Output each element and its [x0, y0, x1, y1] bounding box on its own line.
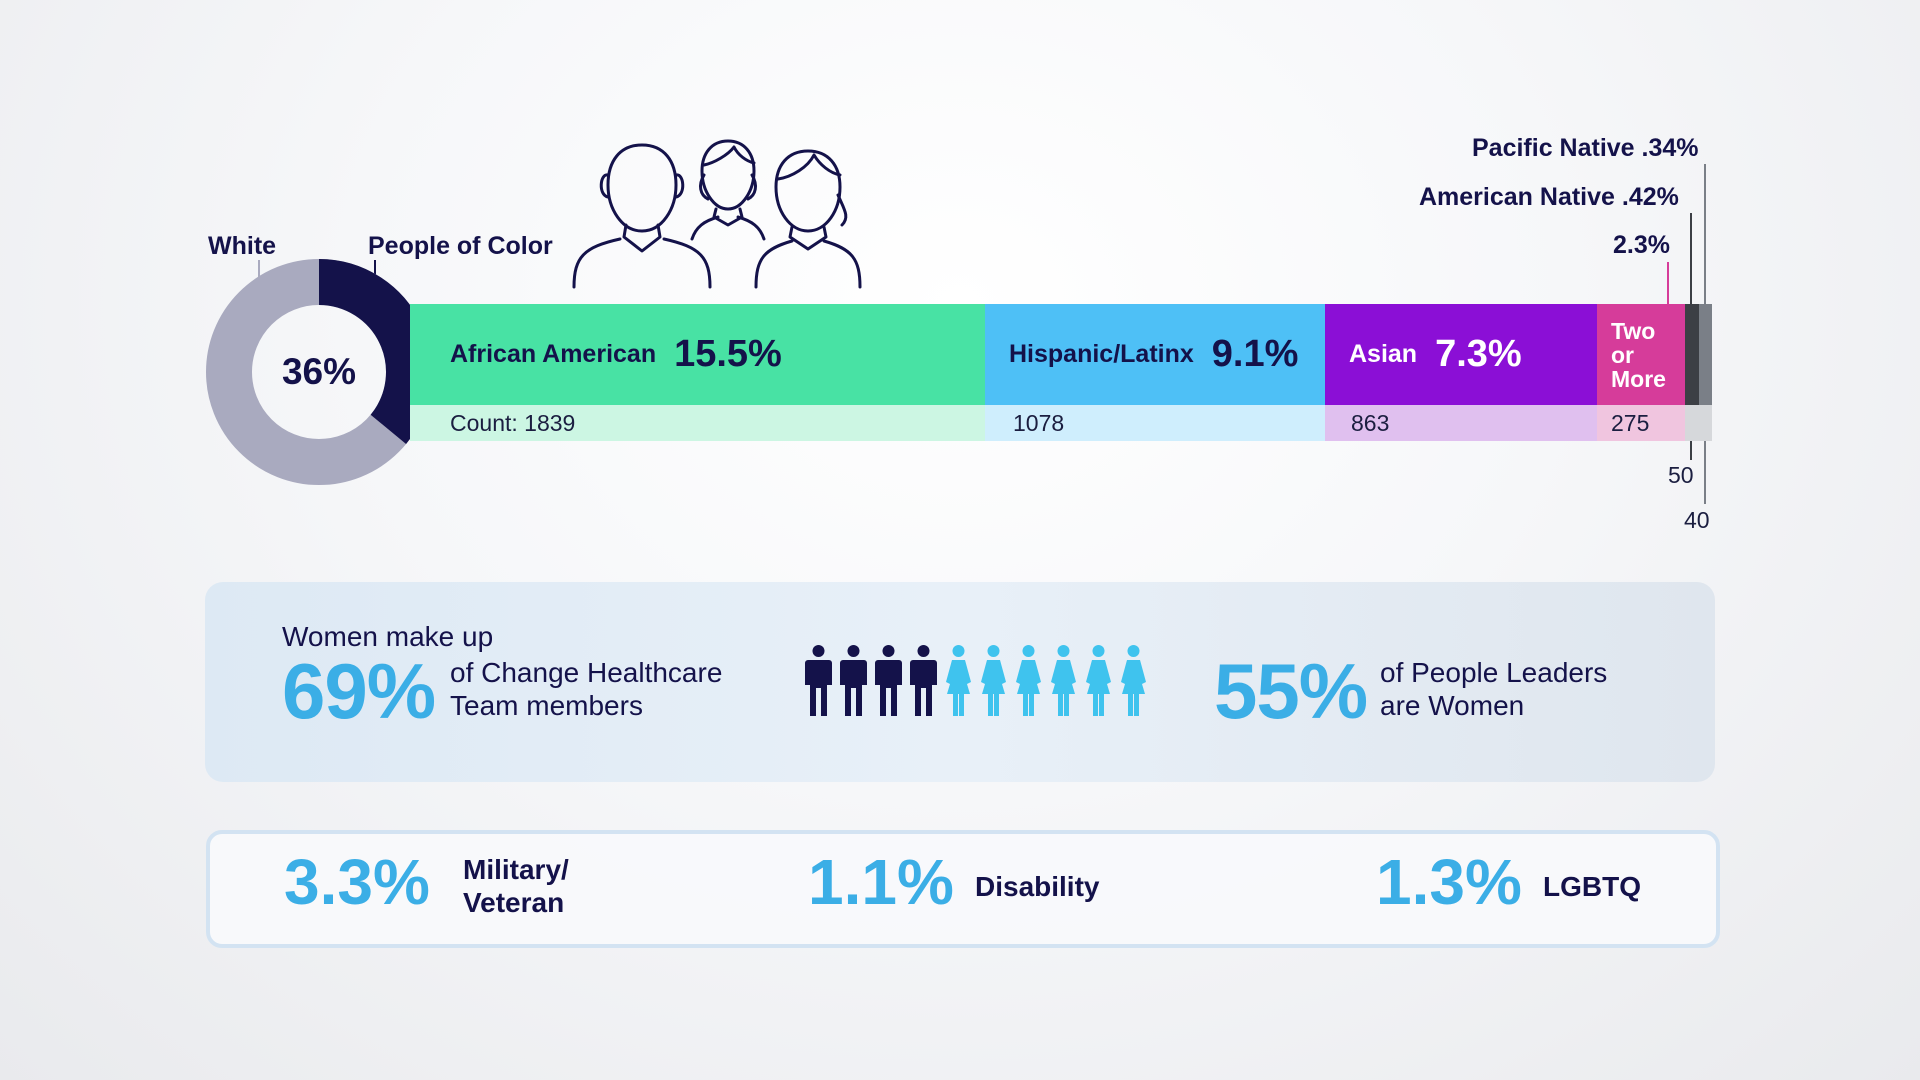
- asian-label: Asian: [1349, 340, 1418, 368]
- women-intro: Women make up: [282, 621, 494, 652]
- count-american-native: 50: [1668, 462, 1694, 488]
- african-american-pct: 15.5%: [674, 333, 782, 375]
- man-icon: [804, 644, 833, 716]
- woman-icon: [979, 644, 1008, 716]
- two-or-more-leader-line: [1667, 262, 1669, 304]
- two-or-more-line-2: or: [1611, 341, 1634, 368]
- woman-icon: [1119, 644, 1148, 716]
- hispanic-latinx-pct: 9.1%: [1211, 333, 1299, 375]
- leaders-text-2: are Women: [1380, 690, 1525, 721]
- disability-pct: 1.1%: [808, 846, 954, 918]
- bar-hispanic-latinx: Hispanic/Latinx 9.1%: [985, 304, 1325, 405]
- two-or-more-line-3: More: [1611, 365, 1666, 392]
- bar-american-native: [1685, 304, 1699, 405]
- leaders-text-1: of People Leaders: [1380, 657, 1608, 688]
- woman-icon: [1014, 644, 1043, 716]
- lgbtq-label: LGBTQ: [1543, 871, 1641, 902]
- woman-icon: [944, 644, 973, 716]
- military-label-1: Military/: [463, 854, 569, 885]
- african-american-label: African American: [450, 340, 657, 368]
- man-icon: [909, 644, 938, 716]
- label-pacific-native: Pacific Native .34%: [1472, 134, 1699, 162]
- military-label-2: Veteran: [463, 887, 565, 918]
- lgbtq-pct: 1.3%: [1376, 846, 1522, 918]
- count-hispanic-latinx: 1078: [985, 405, 1325, 441]
- women-team-pct: 69%: [282, 647, 436, 735]
- man-icon: [839, 644, 868, 716]
- count-african-american: Count: 1839: [410, 405, 985, 441]
- label-white: White: [208, 232, 277, 260]
- people-group-icon: [572, 139, 862, 289]
- count-pacific-native: 40: [1684, 507, 1710, 533]
- bar-asian: Asian 7.3%: [1325, 304, 1597, 405]
- count-two-or-more: 275: [1597, 405, 1685, 441]
- gender-ratio-icons: [804, 644, 1148, 716]
- donut-center-value: 36%: [281, 351, 357, 392]
- women-team-text-1: of Change Healthcare: [450, 657, 723, 688]
- hispanic-latinx-label: Hispanic/Latinx: [1009, 340, 1194, 368]
- stats-panel: [206, 830, 1720, 948]
- woman-icon: [1084, 644, 1113, 716]
- white-tick: [258, 260, 260, 280]
- count-asian: 863: [1325, 405, 1597, 441]
- man-icon: [874, 644, 903, 716]
- asian-pct: 7.3%: [1435, 333, 1522, 375]
- poc-tick: [374, 260, 376, 280]
- donut-people-of-color-segment: [318, 259, 432, 445]
- woman-icon: [1049, 644, 1078, 716]
- label-two-or-more-pct: 2.3%: [1613, 231, 1670, 259]
- military-pct: 3.3%: [284, 846, 430, 918]
- count-native-bg: [1685, 405, 1712, 441]
- women-team-text-2: Team members: [450, 690, 643, 721]
- label-people-of-color: People of Color: [368, 232, 553, 260]
- bar-pacific-native: [1699, 304, 1712, 405]
- donut-chart: [206, 259, 432, 485]
- label-american-native: American Native .42%: [1419, 183, 1679, 211]
- leaders-pct: 55%: [1214, 647, 1368, 735]
- bar-two-or-more: Two or More: [1597, 304, 1685, 405]
- bar-african-american: African American 15.5%: [410, 304, 985, 405]
- disability-label: Disability: [975, 871, 1100, 902]
- two-or-more-line-1: Two: [1611, 317, 1656, 344]
